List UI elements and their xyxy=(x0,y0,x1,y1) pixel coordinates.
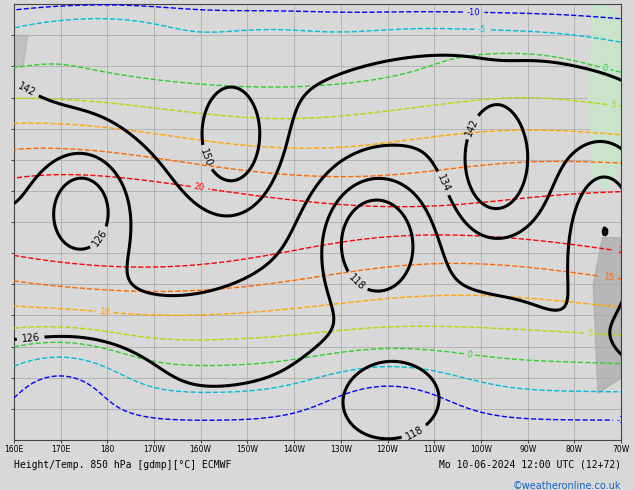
Text: 70W: 70W xyxy=(612,444,630,454)
Text: 118: 118 xyxy=(404,424,425,441)
Text: 134: 134 xyxy=(435,173,451,194)
Text: -5: -5 xyxy=(478,25,486,34)
Text: 10: 10 xyxy=(99,307,110,317)
Polygon shape xyxy=(593,238,621,393)
Text: 150W: 150W xyxy=(236,444,259,454)
Text: 170E: 170E xyxy=(51,444,70,454)
Text: 160E: 160E xyxy=(4,444,23,454)
Text: 126: 126 xyxy=(91,228,110,248)
Text: -10: -10 xyxy=(617,416,630,425)
Text: 10: 10 xyxy=(630,131,634,141)
Text: 20: 20 xyxy=(617,246,628,257)
Text: 90W: 90W xyxy=(519,444,536,454)
Text: 15: 15 xyxy=(603,272,614,283)
Text: 140W: 140W xyxy=(283,444,305,454)
Text: 0: 0 xyxy=(466,349,473,359)
Text: ©weatheronline.co.uk: ©weatheronline.co.uk xyxy=(513,481,621,490)
Text: 15: 15 xyxy=(628,159,634,169)
Text: 0: 0 xyxy=(602,63,609,74)
Text: 142: 142 xyxy=(16,81,37,98)
Text: 80W: 80W xyxy=(566,444,583,454)
Text: 120W: 120W xyxy=(377,444,399,454)
Text: 20: 20 xyxy=(193,182,205,193)
Text: 150: 150 xyxy=(198,147,214,168)
Text: 142: 142 xyxy=(463,117,480,138)
Text: 130W: 130W xyxy=(330,444,352,454)
Text: 160W: 160W xyxy=(190,444,212,454)
Text: 5: 5 xyxy=(610,100,616,110)
Text: 126: 126 xyxy=(21,332,41,344)
Text: 118: 118 xyxy=(346,272,366,292)
Polygon shape xyxy=(588,4,621,191)
Text: 5: 5 xyxy=(587,329,593,338)
Text: -10: -10 xyxy=(467,8,481,17)
Text: 100W: 100W xyxy=(470,444,492,454)
Text: 170W: 170W xyxy=(143,444,165,454)
Text: -5: -5 xyxy=(628,388,634,396)
Text: Mo 10-06-2024 12:00 UTC (12+72): Mo 10-06-2024 12:00 UTC (12+72) xyxy=(439,460,621,469)
Polygon shape xyxy=(14,35,28,67)
Text: 110W: 110W xyxy=(424,444,445,454)
Text: Height/Temp. 850 hPa [gdmp][°C] ECMWF: Height/Temp. 850 hPa [gdmp][°C] ECMWF xyxy=(14,460,231,469)
Text: 180: 180 xyxy=(100,444,114,454)
